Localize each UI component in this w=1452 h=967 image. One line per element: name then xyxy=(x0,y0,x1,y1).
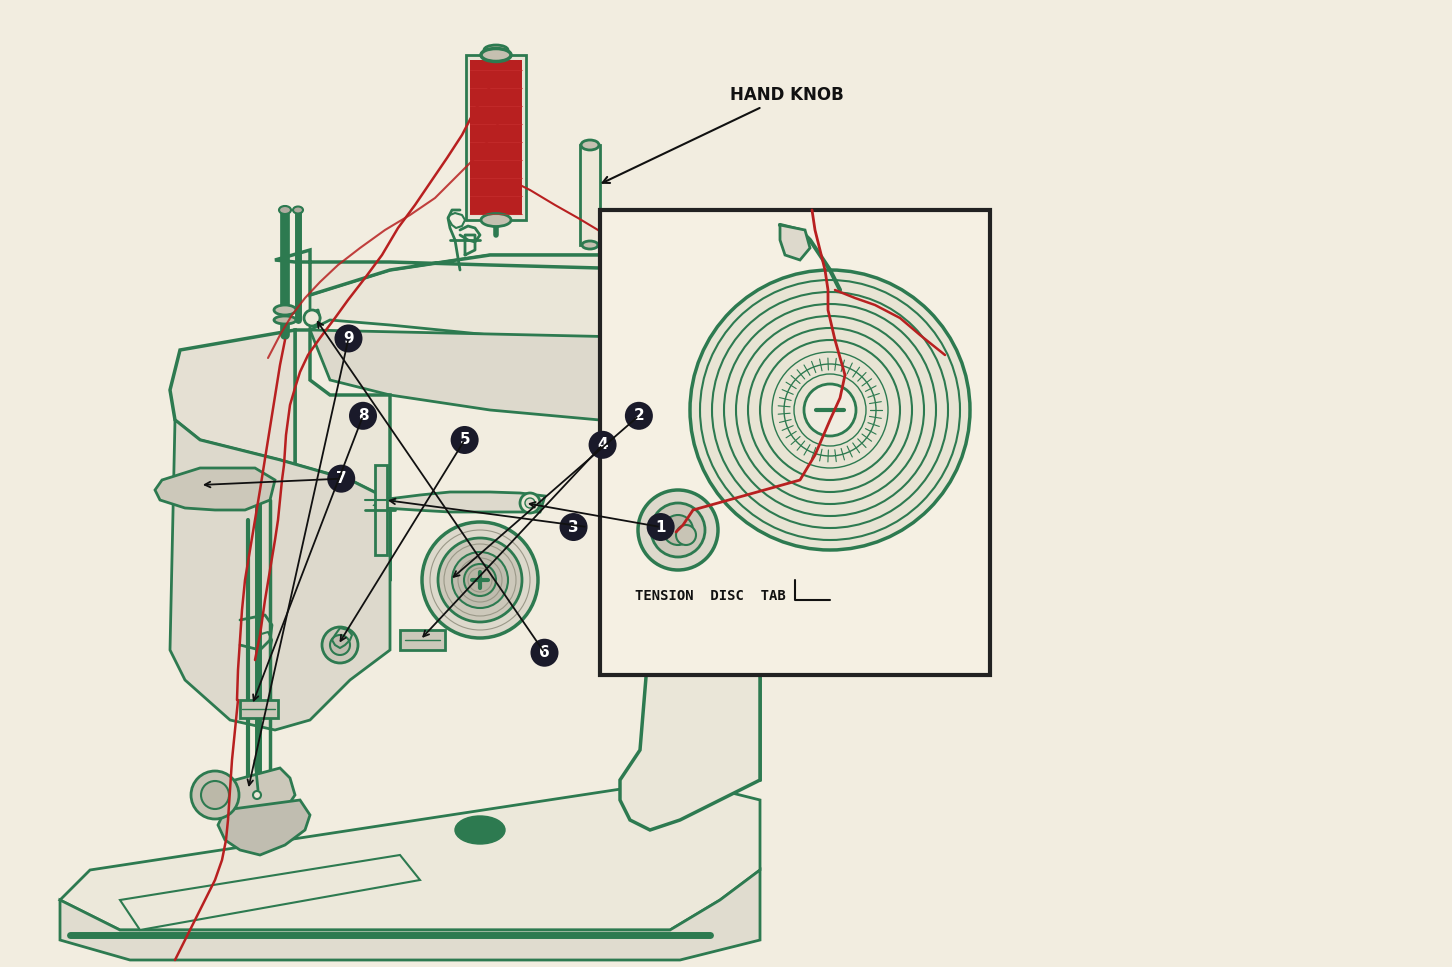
Bar xyxy=(600,210,990,675)
Polygon shape xyxy=(60,870,759,960)
Text: 4: 4 xyxy=(597,437,608,453)
Circle shape xyxy=(677,525,696,545)
Bar xyxy=(240,700,277,718)
Circle shape xyxy=(452,552,508,608)
Circle shape xyxy=(200,781,229,809)
Bar xyxy=(579,145,600,245)
Circle shape xyxy=(650,503,706,557)
Circle shape xyxy=(520,493,540,513)
Ellipse shape xyxy=(274,305,296,315)
Ellipse shape xyxy=(279,206,290,214)
Ellipse shape xyxy=(581,140,600,150)
Circle shape xyxy=(303,310,319,326)
Polygon shape xyxy=(295,330,391,650)
Ellipse shape xyxy=(484,45,508,55)
Circle shape xyxy=(253,791,261,799)
Bar xyxy=(470,60,523,215)
Circle shape xyxy=(559,513,588,541)
Text: HAND KNOB: HAND KNOB xyxy=(603,86,844,183)
Text: 3: 3 xyxy=(568,519,579,535)
Text: 5: 5 xyxy=(459,432,470,448)
Circle shape xyxy=(530,639,559,666)
Text: 8: 8 xyxy=(357,408,369,424)
Circle shape xyxy=(322,627,359,663)
Text: 7: 7 xyxy=(335,471,347,486)
Ellipse shape xyxy=(293,207,303,214)
Ellipse shape xyxy=(741,254,759,266)
Ellipse shape xyxy=(481,214,511,226)
Polygon shape xyxy=(780,225,810,260)
Ellipse shape xyxy=(454,816,505,844)
Polygon shape xyxy=(228,768,295,825)
Circle shape xyxy=(690,270,970,550)
Circle shape xyxy=(465,564,497,596)
Circle shape xyxy=(646,513,675,541)
Polygon shape xyxy=(218,800,309,855)
Polygon shape xyxy=(155,468,274,510)
Bar xyxy=(466,55,526,220)
Text: 9: 9 xyxy=(343,331,354,346)
Polygon shape xyxy=(170,420,391,730)
Ellipse shape xyxy=(274,316,296,324)
Text: TENSION  DISC  TAB: TENSION DISC TAB xyxy=(635,589,786,603)
Text: 2: 2 xyxy=(633,408,645,424)
Circle shape xyxy=(330,635,350,655)
Polygon shape xyxy=(620,265,759,830)
Polygon shape xyxy=(309,330,759,430)
Bar xyxy=(375,465,388,555)
Circle shape xyxy=(450,426,479,454)
Text: 1: 1 xyxy=(655,519,666,535)
Circle shape xyxy=(348,402,378,429)
Circle shape xyxy=(804,384,857,436)
Text: 6: 6 xyxy=(539,645,550,660)
Polygon shape xyxy=(375,492,544,512)
Ellipse shape xyxy=(582,241,598,249)
Polygon shape xyxy=(170,330,391,650)
Circle shape xyxy=(327,465,356,492)
Polygon shape xyxy=(309,255,759,345)
Circle shape xyxy=(664,515,693,545)
Circle shape xyxy=(624,402,653,429)
Circle shape xyxy=(588,431,617,458)
Polygon shape xyxy=(274,250,759,295)
Bar xyxy=(399,630,444,650)
Polygon shape xyxy=(121,855,420,930)
Circle shape xyxy=(439,538,523,622)
Circle shape xyxy=(526,498,534,508)
Circle shape xyxy=(192,771,240,819)
Circle shape xyxy=(334,325,363,352)
Polygon shape xyxy=(60,780,759,930)
Circle shape xyxy=(637,490,717,570)
Circle shape xyxy=(423,522,539,638)
Ellipse shape xyxy=(481,48,511,62)
